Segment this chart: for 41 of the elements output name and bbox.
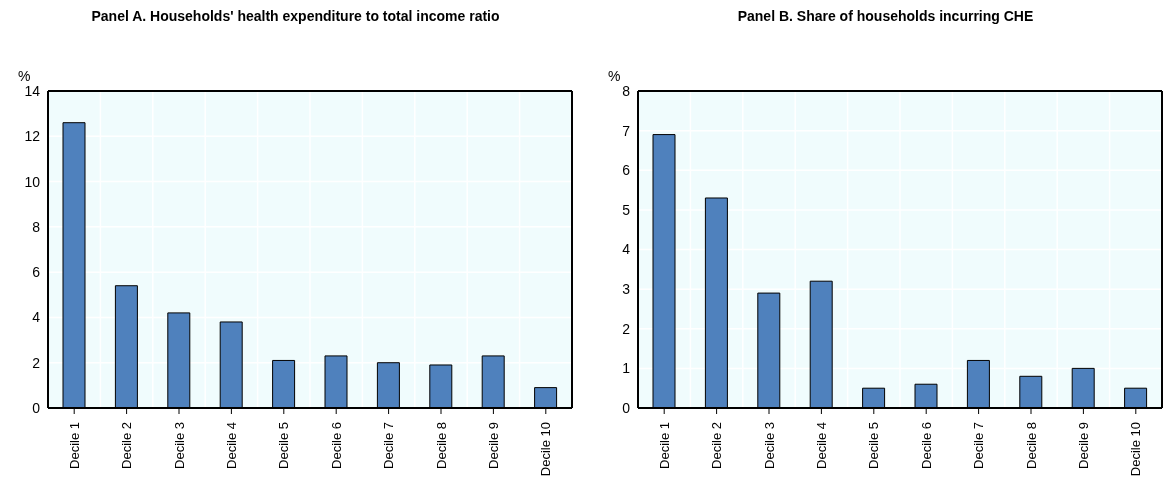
x-tick-label: Decile 8 [1023,422,1039,469]
x-tick-label: Decile 7 [381,422,397,469]
y-tick-label: 10 [24,173,41,190]
x-tick-label: Decile 4 [223,422,239,469]
y-tick-label: 4 [32,309,41,326]
y-tick-label: 1 [622,360,631,377]
y-tick-label: 0 [622,399,631,416]
x-tick-label: Decile 5 [276,422,292,469]
x-tick-label: Decile 2 [119,422,135,469]
y-tick-label: 14 [24,82,41,99]
chart-title: Panel B. Share of households incurring CHE [736,8,1035,26]
y-tick-label: 7 [622,122,631,139]
y-tick-label: 12 [24,128,41,145]
x-tick-label: Decile 7 [971,422,987,469]
y-tick-label: 6 [622,162,631,179]
x-tick-label: Decile 6 [918,422,934,469]
x-tick-label: Decile 1 [66,422,82,469]
x-tick-label: Decile 5 [866,422,882,469]
x-tick-label: Decile 9 [1075,422,1091,469]
x-tick-label: Decile 8 [433,422,449,469]
x-tick-label: Decile 10 [538,422,554,477]
chart-title: Panel A. Households' health expenditure to total income ratio [90,8,501,26]
x-tick-label: Decile 10 [1128,422,1144,477]
y-tick-label: 2 [622,320,631,337]
x-tick-label: Decile 2 [709,422,725,469]
x-tick-label: Decile 6 [328,422,344,469]
y-tick-label: 4 [622,241,631,258]
x-tick-label: Decile 4 [813,422,829,469]
y-tick-label: 8 [622,82,631,99]
y-tick-label: 3 [622,281,631,298]
x-tick-label: Decile 3 [171,422,187,469]
y-tick-label: 0 [32,399,41,416]
x-tick-label: Decile 9 [485,422,501,469]
y-tick-label: 2 [32,354,41,371]
y-tick-label: 5 [622,201,631,218]
y-axis-title: % [608,68,621,84]
y-tick-label: 8 [32,218,41,235]
y-axis-title: % [18,68,31,84]
x-tick-label: Decile 1 [656,422,672,469]
y-tick-label: 6 [32,264,41,281]
x-tick-label: Decile 3 [761,422,777,469]
